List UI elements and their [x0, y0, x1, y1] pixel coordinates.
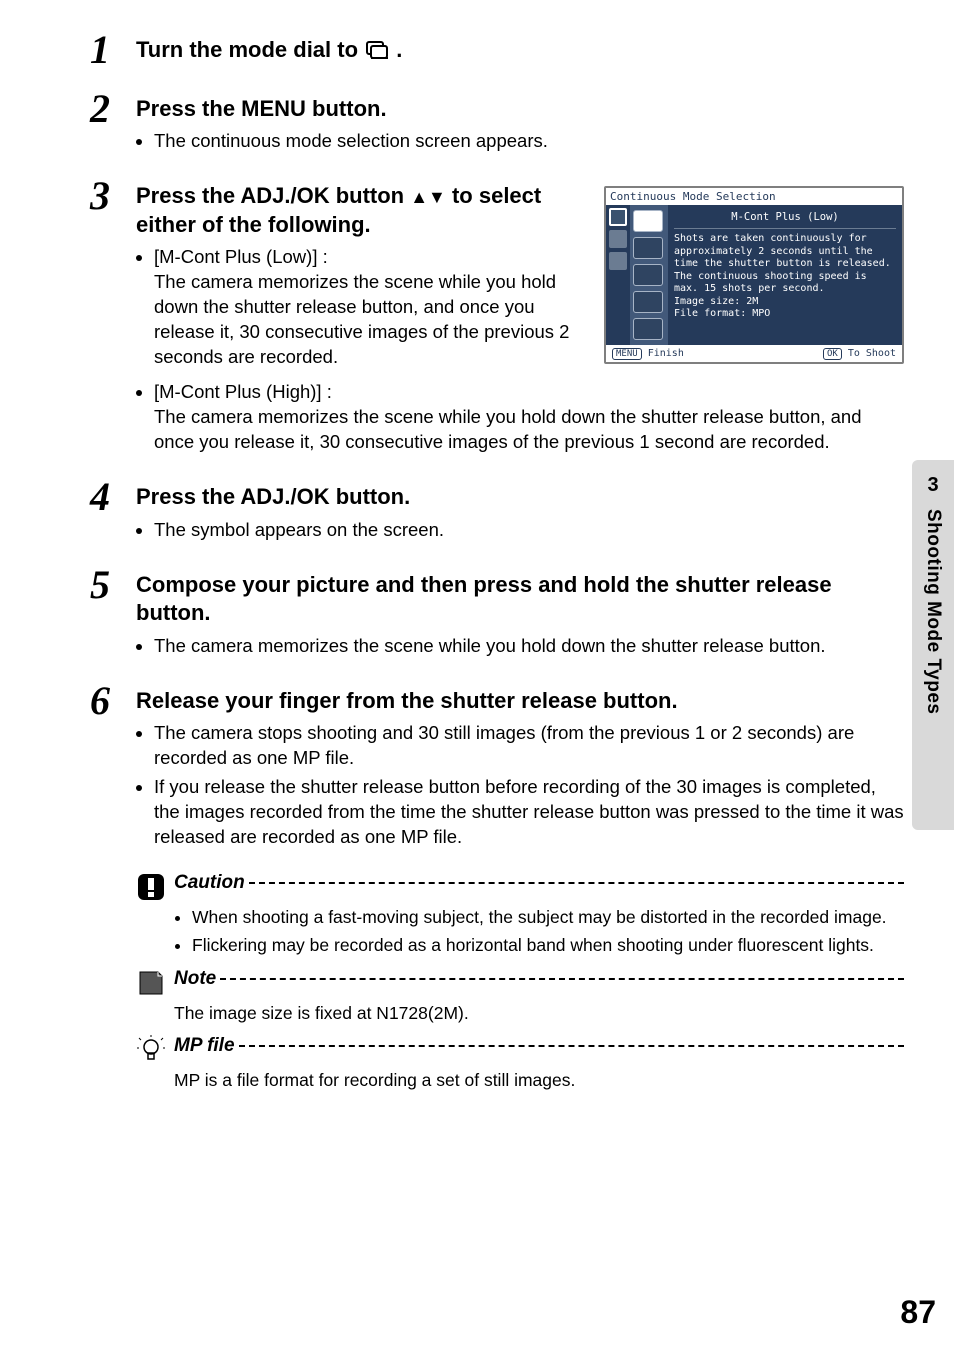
scr-footer-left-text: Finish	[648, 348, 684, 359]
bullet-item: The camera stops shooting and 30 still i…	[154, 721, 904, 771]
step-4: 4 Press the ADJ./OK button. The symbol a…	[90, 477, 904, 547]
mode-option-icon	[633, 237, 663, 259]
bullet-item: The symbol appears on the screen.	[154, 518, 904, 543]
mode-tab-icon	[609, 208, 627, 226]
step-number: 3	[90, 176, 136, 216]
step-title: Press the MENU button.	[136, 95, 904, 124]
step-title-pre: Press the ADJ./OK button	[136, 183, 410, 208]
mode-option-icon	[633, 264, 663, 286]
step-number: 6	[90, 681, 136, 721]
step-6: 6 Release your finger from the shutter r…	[90, 681, 904, 854]
scr-footer: MENU Finish OK To Shoot	[606, 345, 902, 362]
mode-tab-icon	[609, 252, 627, 270]
scr-footer-left: MENU Finish	[612, 348, 684, 359]
scr-left-column	[606, 205, 630, 345]
step-bullets: The camera memorizes the scene while you…	[136, 634, 904, 659]
step-5: 5 Compose your picture and then press an…	[90, 565, 904, 663]
note-header: Note	[136, 968, 904, 998]
step-number: 4	[90, 477, 136, 517]
mpfile-label: MP file	[174, 1035, 235, 1057]
step-title: Press the ADJ./OK button ▲▼ to select ei…	[136, 182, 590, 239]
lightbulb-icon	[136, 1035, 166, 1065]
bullet-item: [M-Cont Plus (High)] : The camera memori…	[154, 380, 904, 455]
step-bullets: The symbol appears on the screen.	[136, 518, 904, 543]
step-1: 1 Turn the mode dial to .	[90, 30, 904, 71]
camera-lcd-screenshot: Continuous Mode Selection	[604, 186, 904, 364]
page-number: 87	[900, 1294, 936, 1331]
step-title: Press the ADJ./OK button.	[136, 483, 904, 512]
page-container: 1 Turn the mode dial to . 2 Press the ME…	[0, 0, 954, 1345]
ok-key-icon: OK	[823, 348, 842, 360]
caution-header: Caution	[136, 872, 904, 902]
step-bullets: The camera stops shooting and 30 still i…	[136, 721, 904, 850]
mode-option-icon	[633, 318, 663, 340]
dash-line	[239, 1035, 904, 1047]
menu-key-icon: MENU	[612, 348, 642, 360]
step-number: 2	[90, 89, 136, 129]
dash-line	[220, 968, 904, 980]
caution-body: When shooting a fast-moving subject, the…	[174, 906, 904, 957]
bullet-item: The camera memorizes the scene while you…	[154, 634, 904, 659]
scr-footer-right-text: To Shoot	[848, 348, 896, 359]
mpfile-body: MP is a file format for recording a set …	[174, 1069, 904, 1093]
bullet-item: The continuous mode selection screen app…	[154, 129, 904, 154]
scr-footer-right: OK To Shoot	[823, 348, 896, 359]
scr-description: Shots are taken continuously for approxi…	[674, 233, 896, 321]
continuous-mode-icon	[364, 39, 390, 59]
scr-header: Continuous Mode Selection	[606, 188, 902, 205]
step-bullets-continued: [M-Cont Plus (High)] : The camera memori…	[136, 380, 904, 455]
mpfile-header: MP file	[136, 1035, 904, 1065]
caution-item: Flickering may be recorded as a horizont…	[192, 934, 904, 958]
step-number: 5	[90, 565, 136, 605]
step-3: 3 Press the ADJ./OK button ▲▼ to select …	[90, 176, 904, 459]
chapter-number: 3	[927, 474, 938, 497]
mode-tab-icon	[609, 230, 627, 248]
bullet-item: [M-Cont Plus (Low)] : The camera memoriz…	[154, 245, 590, 370]
chapter-side-tab: 3 Shooting Mode Types	[912, 460, 954, 830]
step-number: 1	[90, 30, 136, 70]
bullet-item: If you release the shutter release butto…	[154, 775, 904, 850]
mode-option-icon	[633, 210, 663, 232]
note-icon	[136, 968, 166, 998]
step-title-text: Turn the mode dial to	[136, 37, 364, 62]
caution-icon	[136, 872, 166, 902]
note-label: Note	[174, 968, 216, 990]
dash-line	[249, 872, 904, 884]
caution-label: Caution	[174, 872, 245, 894]
scr-mode-title: M-Cont Plus (Low)	[674, 209, 896, 229]
mode-option-icon	[633, 291, 663, 313]
caution-item: When shooting a fast-moving subject, the…	[192, 906, 904, 930]
step-bullets: The continuous mode selection screen app…	[136, 129, 904, 154]
step-bullets: [M-Cont Plus (Low)] : The camera memoriz…	[136, 245, 590, 370]
scr-options-column	[630, 205, 668, 345]
up-down-triangle-icon: ▲▼	[410, 187, 446, 207]
chapter-title: Shooting Mode Types	[922, 509, 944, 714]
step-2: 2 Press the MENU button. The continuous …	[90, 89, 904, 159]
scr-description-panel: M-Cont Plus (Low) Shots are taken contin…	[668, 205, 902, 345]
note-body: The image size is fixed at N1728(2M).	[174, 1002, 904, 1026]
step-title-text-end: .	[396, 37, 402, 62]
step-title: Release your finger from the shutter rel…	[136, 687, 904, 716]
step-title: Compose your picture and then press and …	[136, 571, 904, 628]
step-title: Turn the mode dial to .	[136, 36, 904, 65]
